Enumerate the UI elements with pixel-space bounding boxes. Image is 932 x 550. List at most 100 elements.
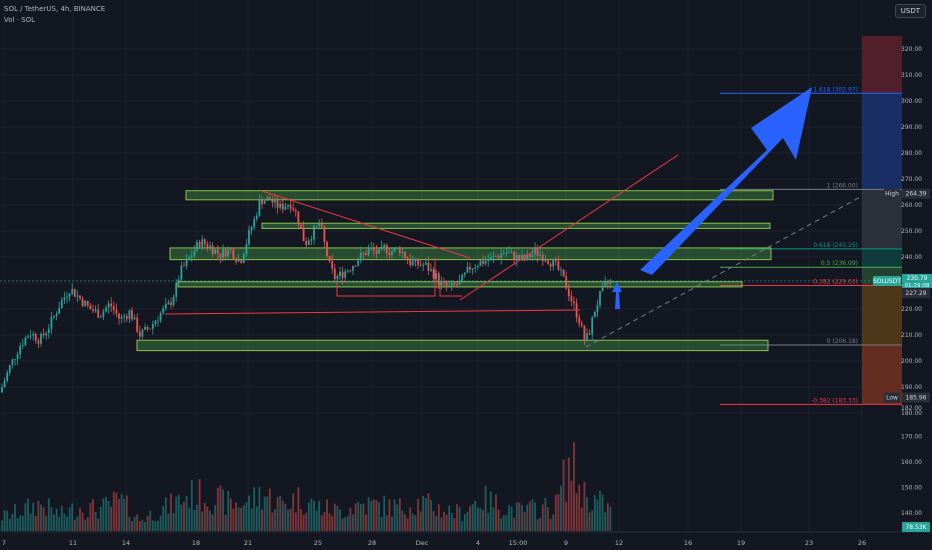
volume-tick-label: 170.00: [901, 434, 922, 441]
volume-bar: [484, 485, 487, 531]
volume-bar: [398, 498, 401, 531]
candle-body: [284, 206, 287, 210]
candle-body: [445, 281, 448, 286]
volume-bar: [242, 505, 245, 531]
volume-bar: [6, 510, 9, 531]
volume-bar: [21, 515, 24, 531]
volume-bar: [448, 505, 451, 531]
volume-bar: [523, 511, 526, 531]
candle-body: [378, 248, 380, 254]
volume-bar: [123, 498, 126, 531]
symbol-line: SOL / TetherUS, 4h, BINANCE: [4, 5, 106, 13]
candle-body: [3, 380, 6, 388]
volume-value-badge: 78.53K: [905, 524, 927, 531]
volume-bar: [219, 485, 222, 531]
candle-body: [172, 296, 175, 306]
volume-bar: [300, 509, 302, 531]
candle-body: [346, 270, 349, 272]
volume-bar: [144, 522, 146, 531]
candle-body: [159, 313, 162, 321]
volume-bar: [489, 491, 492, 531]
candle-body: [435, 273, 438, 279]
candle-body: [549, 263, 552, 267]
candle-body: [99, 316, 102, 318]
volume-bar: [154, 521, 157, 531]
time-axis[interactable]: 7 11 14 18 21 25 28 Dec 4 15:00 9 12 16 19 23 26: [0, 531, 932, 547]
candle-body: [146, 327, 149, 330]
price-tick-label: 260.00: [901, 202, 922, 209]
candle-body: [302, 227, 305, 242]
volume-bar: [60, 505, 63, 531]
volume-bar: [323, 511, 326, 531]
volume-bar: [235, 502, 237, 531]
candle-body: [430, 269, 432, 271]
candle-body: [479, 260, 482, 267]
candle-body: [536, 248, 539, 256]
candle-body: [53, 315, 55, 318]
time-tick-label: Dec: [416, 539, 429, 547]
candle-body: [482, 260, 484, 264]
candle-body: [92, 309, 94, 312]
fibonacci-bands: [862, 36, 902, 405]
volume-indicator-label: Vol · SOL: [4, 16, 36, 24]
volume-bar: [474, 500, 477, 531]
candle-body: [388, 252, 391, 256]
candle-body: [562, 269, 565, 277]
volume-bar: [495, 494, 497, 531]
time-tick-label: 14: [122, 539, 130, 547]
volume-bar: [268, 488, 271, 531]
volume-bar: [289, 508, 292, 531]
volume-bar: [302, 514, 305, 531]
candle-body: [409, 260, 412, 266]
candle-body: [294, 210, 297, 212]
price-tick-label: 320.00: [901, 46, 922, 53]
secondary-price-badge: 227.29: [906, 290, 927, 297]
candle-body: [229, 248, 232, 250]
symbol-badge: SOLUSDT: [873, 278, 901, 285]
dashed-projection-line: [585, 195, 863, 348]
volume-bar: [164, 497, 167, 531]
candle-body: [149, 328, 152, 330]
volume-bar: [16, 517, 19, 531]
candle-body: [274, 198, 276, 203]
candlesticks: [1, 193, 612, 393]
volume-bar: [497, 509, 500, 531]
volume-bar: [383, 495, 386, 531]
candle-body: [310, 239, 313, 241]
volume-bar: [539, 517, 542, 531]
volume-bar: [162, 506, 165, 531]
volume-bar: [40, 504, 42, 531]
volume-bar: [89, 502, 92, 531]
price-tick-label: 210.00: [901, 332, 922, 339]
chart-header: SOL / TetherUS, 4h, BINANCE Vol · SOL: [4, 4, 105, 26]
volume-bar: [198, 479, 201, 531]
volume-bar: [209, 510, 211, 531]
candle-body: [261, 199, 263, 204]
volume-bar: [341, 518, 344, 531]
candle-body: [250, 227, 253, 231]
volume-bar: [604, 512, 607, 531]
volume-bar: [554, 494, 557, 531]
volume-bar: [544, 498, 547, 531]
currency-button[interactable]: USDT: [894, 4, 926, 18]
candle-body: [320, 224, 323, 227]
volume-bar: [508, 505, 510, 531]
candle-body: [180, 265, 183, 280]
candle-body: [357, 260, 360, 267]
candle-body: [554, 259, 557, 262]
zone-rect: [136, 339, 769, 352]
volume-bar: [588, 512, 591, 531]
volume-bar: [266, 496, 269, 531]
candle-body: [453, 282, 456, 285]
volume-bar: [482, 509, 484, 531]
chart-grid: [0, 0, 863, 532]
time-tick-label: 19: [737, 539, 745, 547]
volume-bar: [318, 500, 321, 531]
volume-bar: [81, 512, 84, 531]
price-tick-label: 270.00: [901, 176, 922, 183]
volume-bar: [105, 497, 107, 531]
current-price-value: 230.79: [907, 275, 928, 282]
range-box-left: [336, 258, 436, 297]
price-tick-label: 182.00: [901, 405, 922, 412]
